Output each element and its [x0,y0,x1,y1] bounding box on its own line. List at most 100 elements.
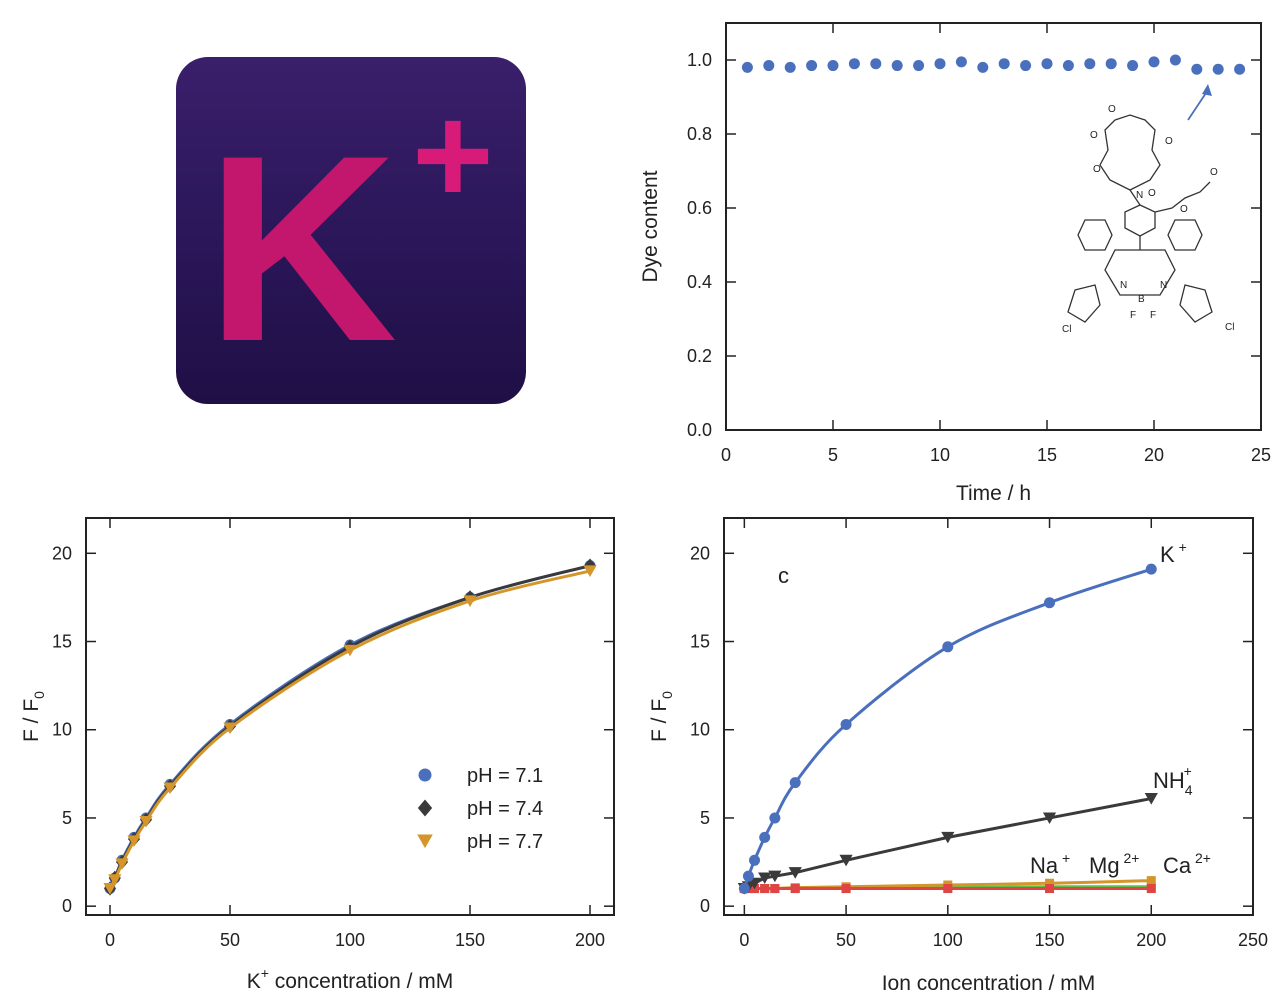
legend-marker [417,834,433,849]
legend-marker [417,799,433,817]
molecule-atom-label: O [1093,164,1101,175]
series-label-name: Mg [1089,853,1120,878]
data-point [998,58,1010,70]
bond [1129,189,1141,206]
y-axis-label-sub: 0 [659,691,675,699]
crown-ether-ring [1099,114,1161,191]
y-tick-label: 0 [62,896,72,916]
series-label-charge: 2+ [1120,850,1140,866]
molecule-atom-label: O [1108,104,1116,115]
y-tick-label: 0 [700,896,710,916]
data-point [758,872,772,884]
x-tick-label: 15 [1037,445,1057,465]
data-point [941,831,955,844]
series-label-sub: 4 [1185,782,1193,798]
data-point [955,56,967,68]
y-tick-label: 15 [690,632,710,652]
molecule-atom-label: N [1136,190,1143,201]
x-axis-label: K+ concentration / mM [247,965,454,993]
molecule-atom-label: N [1160,280,1167,291]
series-label-name: Na [1030,853,1059,878]
molecule-atom-label: O [1090,130,1098,141]
series-label-name: Ca [1163,853,1192,878]
y-tick-label: 1.0 [687,50,712,70]
data-point [163,782,177,795]
data-point [343,644,357,657]
x-tick-label: 0 [739,930,749,950]
series-label-charge: + [1184,763,1192,779]
data-point [790,884,800,894]
data-point [1045,878,1055,888]
data-point [1148,56,1160,68]
molecule-atom-label: Cl [1225,322,1234,333]
x-tick-label: 10 [930,445,950,465]
data-point [784,61,796,73]
series-label-charge: + [1058,850,1070,866]
legend-label: pH = 7.1 [467,765,543,787]
data-point [1169,54,1181,66]
plot-frame [85,517,615,916]
x-tick-label: 5 [828,445,838,465]
y-tick-label: 20 [52,543,72,563]
x-tick-label: 0 [105,930,115,950]
x-axis-label-ion: K [247,970,261,993]
x-tick-label: 150 [455,930,485,950]
data-point [1146,884,1156,894]
data-point [840,718,852,730]
data-point [848,58,860,70]
data-point [1191,63,1203,75]
series-label-name: NH [1153,768,1185,793]
data-point [1146,876,1156,886]
data-point [891,60,903,72]
plot-frame [725,22,1262,431]
data-point [108,874,122,886]
data-point [749,854,761,866]
data-point [1145,563,1157,575]
y-tick-label: 5 [62,808,72,828]
data-point [760,884,770,894]
series-label: Ca 2+ [1163,850,1211,878]
x-axis-label-rest: concentration / mM [269,970,453,993]
data-point [1020,60,1032,72]
methoxy-chain [1154,181,1211,213]
potassium-logo: K + [176,57,526,404]
plot-frame [723,517,1254,916]
panel-label: c [778,563,789,588]
chart-ph-dependence: 0 50 100 150 200 0 5 10 15 20 K+ concentration / m… [20,517,615,993]
y-tick-label: 5 [700,808,710,828]
x-axis-label-charge: + [261,965,269,981]
series-label-charge: 2+ [1191,850,1211,866]
y-tick-label: 20 [690,543,710,563]
x-tick-label: 0 [721,445,731,465]
x-tick-label: 250 [1238,930,1268,950]
chart-ion-selectivity: 0 50 100 150 200 250 0 5 10 15 20 c Ion concentratio… [648,517,1268,995]
molecule-atom-label: B [1138,294,1145,305]
data-point [463,595,477,607]
molecule-atom-label: N [1120,280,1127,291]
data-point [870,58,882,70]
series-label: Mg 2+ [1089,850,1139,878]
y-tick-label: 10 [690,720,710,740]
y-tick-label: 0.8 [687,124,712,144]
data-point [741,61,753,73]
data-point [1044,597,1056,609]
data-point [841,884,851,894]
data-point [1144,793,1158,805]
y-axis-label-sub: 0 [31,691,47,699]
data-point [115,858,129,870]
molecule-atom-label: O [1180,204,1188,215]
data-point [1041,58,1053,70]
y-axis-label: F / F0 [20,691,47,742]
y-tick-label: 0.0 [687,420,712,440]
data-point [943,884,953,894]
data-point [1084,58,1096,70]
data-point [1127,60,1139,72]
legend-label: pH = 7.7 [467,831,543,853]
x-tick-label: 200 [1136,930,1166,950]
molecule-atom-label: O [1148,188,1156,199]
logo-plus-sign: + [412,76,494,233]
legend-label: pH = 7.4 [467,798,543,820]
data-point [1062,60,1074,72]
chart-dye-content: 0 5 10 15 20 25 0.0 0.2 0.4 0.6 0.8 1.0 Time / h Dye … [639,22,1271,505]
